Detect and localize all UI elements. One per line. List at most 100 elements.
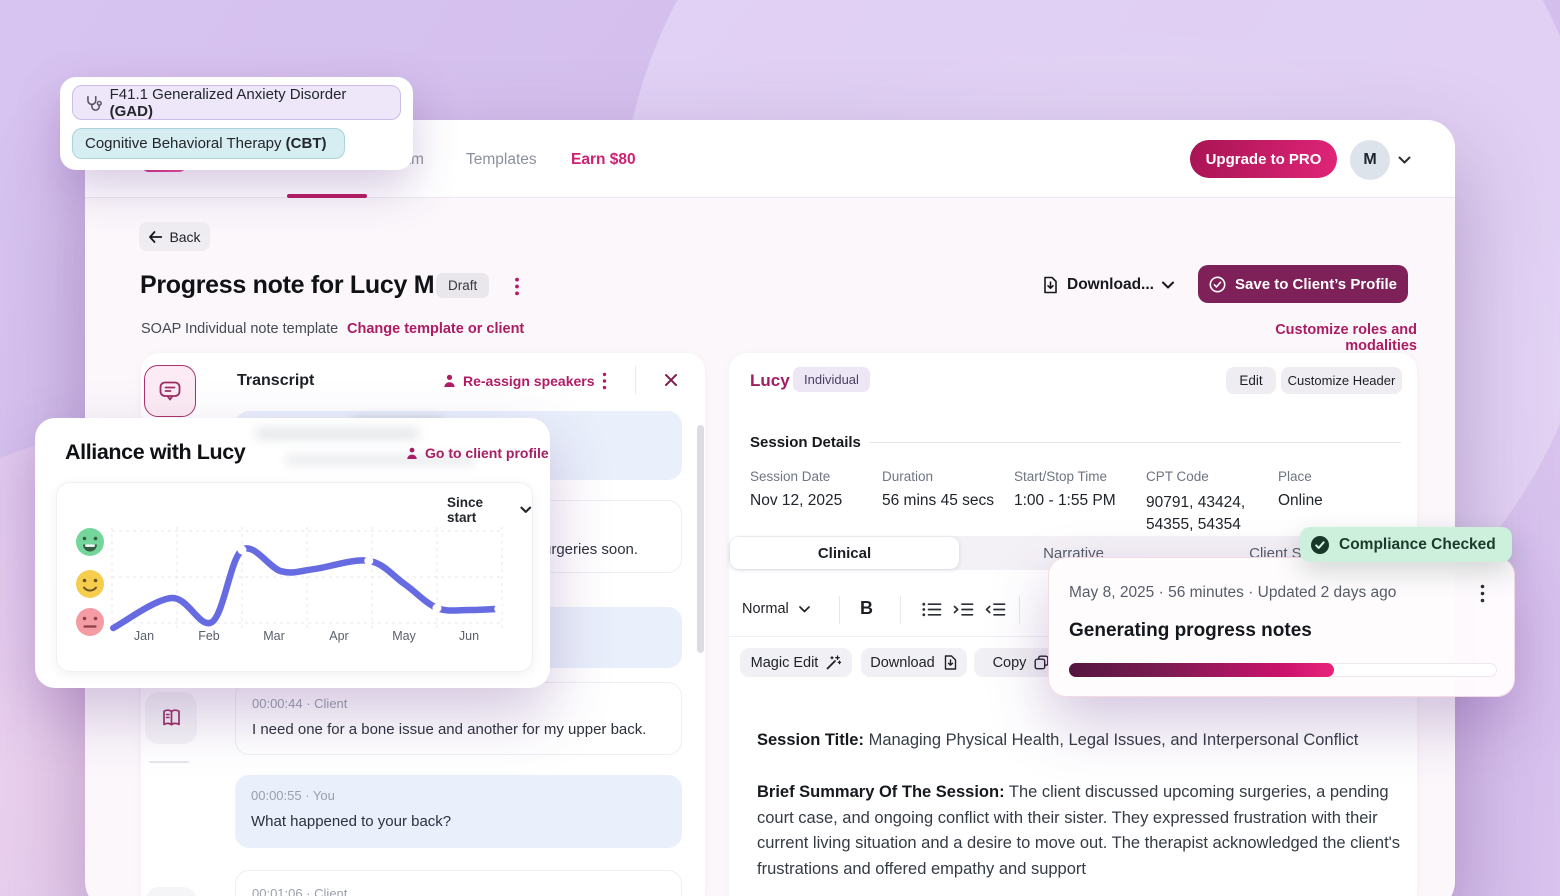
- go-to-client-profile-link[interactable]: Go to client profile: [406, 445, 549, 461]
- generating-notes-card: May 8, 2025 · 56 minutes · Updated 2 day…: [1048, 557, 1515, 697]
- redacted-text: [255, 427, 420, 440]
- toolbar-divider: [839, 596, 840, 624]
- download-note-button[interactable]: Download: [861, 648, 967, 677]
- rail-transcript-button[interactable]: [144, 365, 196, 417]
- copy-note-label: Copy: [992, 654, 1027, 671]
- bold-button[interactable]: B: [860, 598, 873, 618]
- progress-track: [1069, 663, 1497, 677]
- magic-edit-button[interactable]: Magic Edit: [740, 648, 852, 677]
- transcript-scrollbar[interactable]: [697, 425, 704, 653]
- chat-bubble-icon: [159, 381, 181, 401]
- generating-kebab-menu-icon[interactable]: [1479, 584, 1486, 603]
- download-label: Download...: [1067, 276, 1154, 293]
- message-text: What happened to your back?: [251, 813, 452, 830]
- chart-grid: [111, 527, 503, 631]
- open-book-icon: [162, 709, 180, 726]
- session-title-label: Session Title:: [757, 731, 864, 749]
- generating-meta: May 8, 2025 · 56 minutes · Updated 2 day…: [1069, 584, 1397, 601]
- session-details-divider: [869, 442, 1401, 443]
- session-details-title: Session Details: [750, 434, 861, 451]
- grinning-face-icon: [76, 528, 104, 556]
- bullet-list-icon[interactable]: [922, 602, 942, 617]
- customize-roles-link[interactable]: Customize roles and modalities: [1275, 322, 1417, 354]
- customize-header-button[interactable]: Customize Header: [1281, 367, 1402, 394]
- account-chevron-down-icon[interactable]: [1398, 156, 1411, 164]
- range-label: Since start: [447, 495, 484, 525]
- back-button[interactable]: Back: [139, 222, 210, 251]
- save-label: Save to Client’s Profile: [1235, 275, 1397, 293]
- compliance-badge: Compliance Checked: [1300, 527, 1512, 562]
- transcript-message[interactable]: 00:00:44 · Client I need one for a bone …: [235, 682, 682, 755]
- session-summary: Brief Summary Of The Session: The client…: [757, 780, 1405, 882]
- title-kebab-menu-icon[interactable]: [513, 277, 521, 296]
- diagnosis-card: F41.1 Generalized Anxiety Disorder (GAD)…: [60, 77, 413, 170]
- indent-list-icon[interactable]: [953, 602, 974, 617]
- alliance-line-path: [110, 545, 503, 632]
- magic-edit-label: Magic Edit: [750, 654, 819, 671]
- range-chevron-down-icon: [520, 506, 532, 513]
- field-value: Nov 12, 2025: [750, 492, 843, 509]
- back-arrow-icon: [149, 230, 163, 243]
- alliance-chart: [76, 527, 504, 636]
- download-note-label: Download: [870, 654, 935, 671]
- session-summary-text: The client discussed upcoming surgeries,…: [757, 783, 1401, 878]
- field-value: Online: [1278, 492, 1323, 509]
- x-tick-feb: Feb: [198, 629, 220, 643]
- transcript-title: Transcript: [237, 372, 315, 389]
- field-value: 56 mins 45 secs: [882, 492, 994, 509]
- transcript-message[interactable]: 00:01:06 · Client: [235, 870, 682, 896]
- person-icon: [444, 374, 455, 387]
- compliance-check-icon: [1311, 535, 1329, 554]
- avatar[interactable]: M: [1350, 140, 1390, 180]
- session-summary-label: Brief Summary Of The Session:: [757, 783, 1005, 801]
- nav-item-templates[interactable]: Templates: [466, 151, 537, 168]
- style-dropdown[interactable]: Normal: [742, 601, 810, 617]
- edit-button[interactable]: Edit: [1226, 367, 1276, 394]
- nav-item-earn[interactable]: Earn $80: [571, 151, 636, 168]
- alliance-chart-card: Since start Jan Feb Mar Apr: [56, 482, 533, 672]
- field-value: 1:00 - 1:55 PM: [1014, 492, 1116, 509]
- download-chevron-down-icon: [1161, 281, 1174, 289]
- compliance-label: Compliance Checked: [1339, 535, 1496, 553]
- rail-extra-button[interactable]: [145, 887, 197, 896]
- transcript-message[interactable]: 00:00:55 · You What happened to your bac…: [235, 775, 682, 848]
- magic-wand-icon: [826, 655, 842, 670]
- alliance-markers: [237, 545, 504, 614]
- diagnosis-chip[interactable]: F41.1 Generalized Anxiety Disorder (GAD): [72, 85, 401, 120]
- message-meta: 00:00:55 · You: [251, 788, 335, 803]
- message-meta: 00:01:06 · Client: [252, 886, 348, 896]
- page-title: Progress note for Lucy M: [140, 271, 435, 299]
- download-dropdown[interactable]: Download...: [1042, 276, 1174, 294]
- range-selector[interactable]: Since start: [447, 495, 532, 525]
- reassign-speakers-button[interactable]: Re-assign speakers: [443, 373, 595, 389]
- message-visible-fragment: urgeries soon.: [543, 541, 639, 558]
- tab-clinical[interactable]: Clinical: [730, 537, 959, 569]
- rail-notes-button[interactable]: [145, 692, 197, 744]
- session-title-line: Session Title: Managing Physical Health,…: [757, 728, 1405, 753]
- redacted-text: [285, 454, 475, 466]
- modality-chip[interactable]: Cognitive Behavioral Therapy (CBT): [72, 128, 345, 159]
- active-tab-underline: [287, 194, 367, 198]
- field-label: Start/Stop Time: [1014, 469, 1108, 484]
- progress-fill: [1069, 663, 1335, 677]
- x-tick-jan: Jan: [133, 629, 155, 643]
- x-tick-apr: Apr: [329, 629, 349, 643]
- modality-text: Cognitive Behavioral Therapy (CBT): [85, 135, 327, 152]
- field-label: Duration: [882, 469, 934, 484]
- style-label: Normal: [742, 601, 789, 617]
- template-text: SOAP Individual note template: [141, 321, 339, 337]
- client-name: Lucy: [750, 371, 790, 390]
- change-template-link[interactable]: Change template or client: [347, 321, 525, 337]
- person-icon: [407, 447, 417, 459]
- toolbar-divider: [900, 596, 901, 624]
- save-to-profile-button[interactable]: Save to Client’s Profile: [1198, 265, 1408, 303]
- alliance-title: Alliance with Lucy: [65, 440, 246, 464]
- transcript-kebab-menu-icon[interactable]: [601, 372, 608, 390]
- field-label: Session Date: [750, 469, 831, 484]
- close-transcript-icon[interactable]: [664, 373, 678, 387]
- rail-divider: [149, 761, 189, 763]
- upgrade-pro-button[interactable]: Upgrade to PRO: [1190, 140, 1337, 178]
- outdent-list-icon[interactable]: [985, 602, 1006, 617]
- x-tick-mar: Mar: [263, 629, 285, 643]
